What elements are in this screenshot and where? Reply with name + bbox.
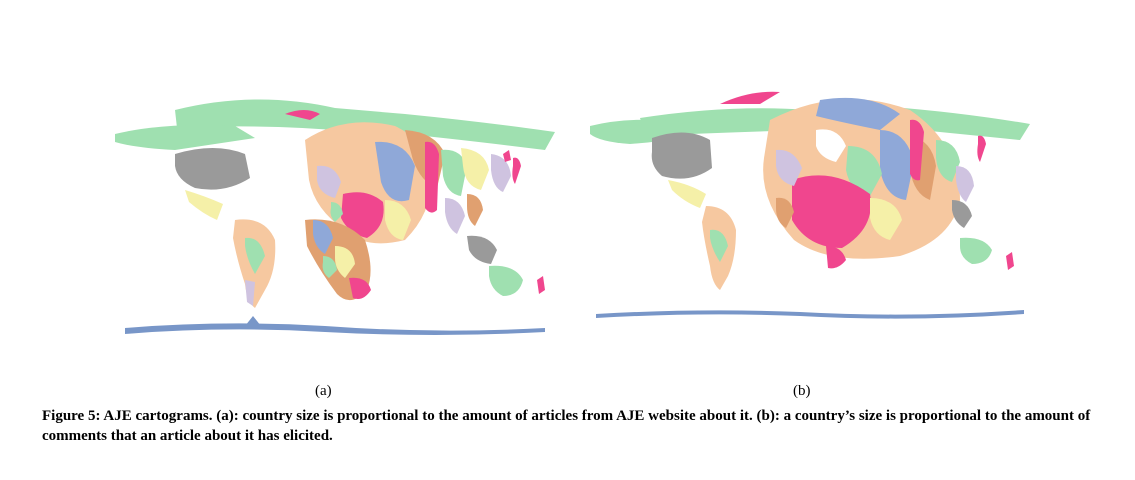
usa xyxy=(175,148,250,190)
blob-orange-south xyxy=(776,197,794,228)
blob-green xyxy=(846,146,882,196)
blob-lavender xyxy=(317,165,341,198)
se-asia xyxy=(952,200,972,228)
africa-yellow xyxy=(335,246,355,278)
australia xyxy=(489,265,523,296)
south-america-inner xyxy=(245,237,265,274)
south-america-inner xyxy=(710,229,728,262)
usa xyxy=(651,132,712,179)
africa-blue xyxy=(313,220,333,254)
antarctica xyxy=(125,323,545,335)
asia-orange xyxy=(467,194,483,226)
antarctica xyxy=(596,310,1024,319)
mexico xyxy=(668,180,706,208)
blob-pink-strip xyxy=(910,119,924,181)
blob-blue-east xyxy=(880,130,914,200)
canada xyxy=(115,125,255,150)
blob-yellow xyxy=(870,198,902,240)
panel-b-label: (b) xyxy=(793,383,811,399)
blob-lavender xyxy=(776,149,802,186)
central-pink xyxy=(792,175,871,248)
east-asia xyxy=(956,166,974,202)
south-africa-pink xyxy=(349,277,371,299)
blob-white-hole xyxy=(816,129,846,162)
figure-caption: Figure 5: AJE cartograms. (a): country s… xyxy=(42,408,1091,444)
mexico xyxy=(185,190,223,220)
arctic-pink xyxy=(720,91,780,104)
japan xyxy=(977,135,986,162)
east-asia xyxy=(491,154,511,192)
panel-a-label: (a) xyxy=(315,383,332,399)
new-zealand xyxy=(537,276,545,294)
asia-lavender xyxy=(445,198,465,234)
east-asia-green xyxy=(936,140,960,182)
australia xyxy=(960,237,992,264)
middle-east-blue xyxy=(375,141,415,202)
africa-green xyxy=(322,256,337,278)
blob-green xyxy=(330,202,343,222)
antarctica-peak xyxy=(245,316,261,326)
argentina xyxy=(245,280,255,306)
cartogram-b xyxy=(580,70,1050,360)
blob-blue-north xyxy=(816,97,900,130)
cartogram-b-svg xyxy=(590,91,1030,319)
new-zealand xyxy=(1006,252,1014,270)
asia-pink-strip xyxy=(425,141,439,213)
arctic-pink xyxy=(285,110,320,120)
africa-south xyxy=(826,246,846,269)
central-pink xyxy=(341,192,384,238)
korea xyxy=(503,150,511,162)
cartogram-a-svg xyxy=(115,99,555,335)
asia-yellow xyxy=(461,148,489,190)
cartogram-a xyxy=(105,70,575,360)
asia-green xyxy=(441,149,467,196)
blob-yellow xyxy=(385,200,411,240)
japan xyxy=(512,157,521,184)
se-asia xyxy=(467,235,497,264)
